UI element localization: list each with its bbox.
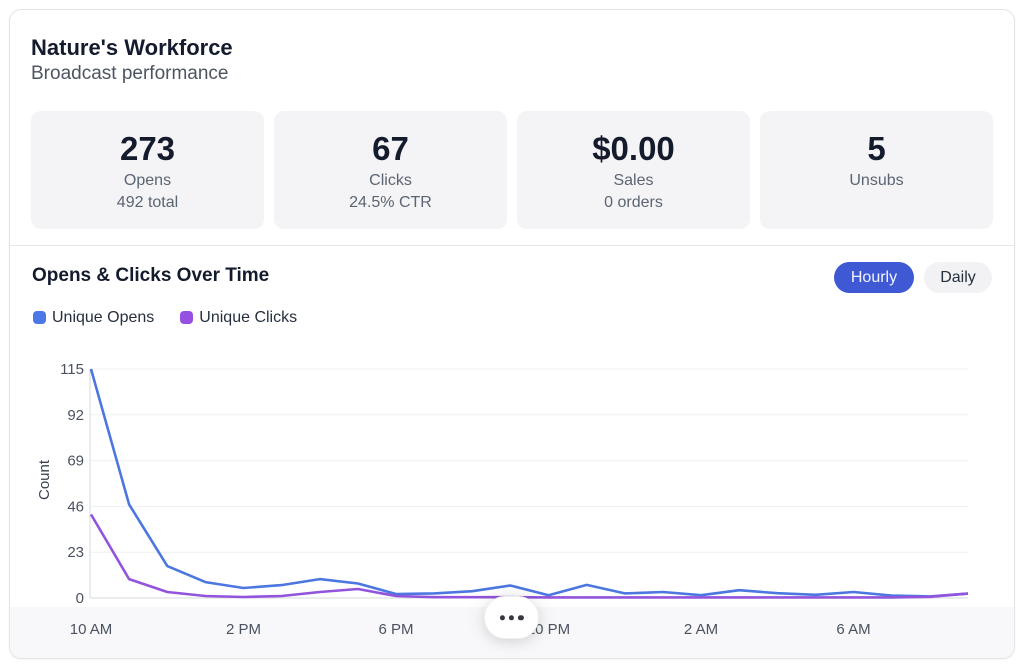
svg-text:69: 69 [67,453,84,470]
svg-text:10 AM: 10 AM [70,621,113,638]
svg-text:0: 0 [76,590,84,607]
svg-text:2 PM: 2 PM [226,621,261,638]
svg-text:92: 92 [67,407,84,424]
svg-text:46: 46 [67,498,84,515]
svg-text:6 PM: 6 PM [378,621,413,638]
svg-text:23: 23 [67,544,84,561]
svg-text:Count: Count [36,459,53,500]
svg-text:2 AM: 2 AM [684,621,718,638]
svg-text:6 AM: 6 AM [836,621,870,638]
svg-text:115: 115 [60,361,84,378]
